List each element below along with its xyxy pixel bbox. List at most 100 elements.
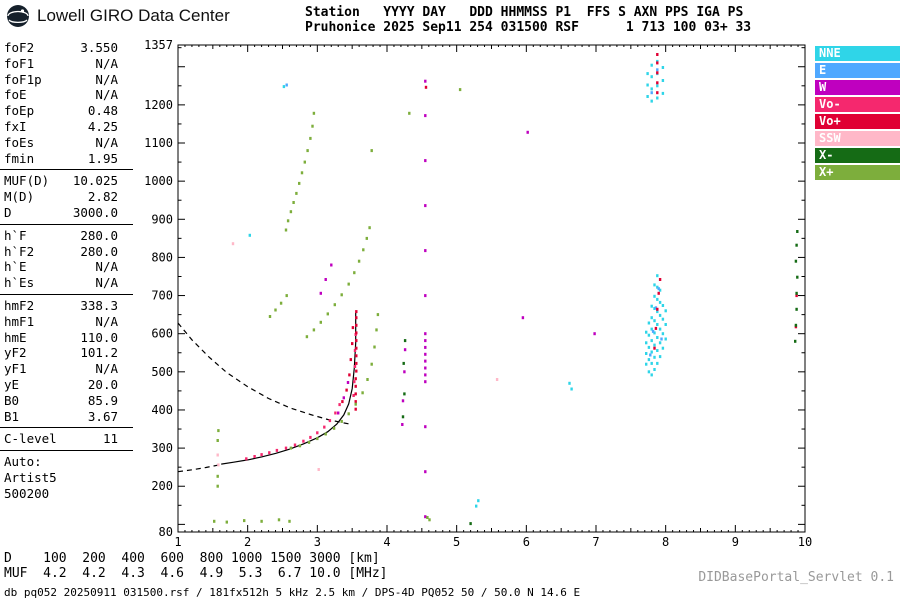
readout-value: 20.0 — [87, 376, 118, 392]
y-axis-labels: 80 200 300 400 500 600 700 800 900 1000 1100 1200 13… — [144, 38, 173, 539]
readout-label: h`F2 — [4, 243, 35, 259]
legend-vo: Vo- — [815, 97, 900, 112]
readout-label: foF1p — [4, 71, 42, 87]
legend-e: E — [815, 63, 900, 78]
readout-row-foep: foEp 0.48 — [0, 103, 118, 119]
readout-value: 10.025 — [72, 173, 118, 189]
readout-label: D — [4, 204, 12, 220]
legend-vo: Vo+ — [815, 114, 900, 129]
readout-label: C-level — [4, 431, 57, 447]
readout-value: 3.550 — [80, 40, 118, 55]
divider — [0, 223, 133, 225]
readout-value: 110.0 — [80, 329, 118, 345]
readout-panel: foF2 3.550 foF1 N/A foF1p N/A foE N/A foEp 0.48 fx… — [0, 40, 133, 502]
readout-row-hmf1: hmF1 N/A — [0, 314, 118, 330]
readout-label: yF2 — [4, 345, 27, 361]
readout-row-hes: h`Es N/A — [0, 275, 118, 291]
station-header-columns: Station YYYY DAY DDD HHMMSS P1 FFS S AXN… — [305, 5, 744, 20]
o-trace-fit-line — [221, 312, 357, 465]
readout-row-mufd: MUF(D) 10.025 — [0, 173, 118, 189]
readout-row-fmin: fmin 1.95 — [0, 151, 118, 167]
readout-value: 101.2 — [80, 345, 118, 361]
readout-label: B0 — [4, 392, 20, 408]
readout-row-hme: hmE 110.0 — [0, 330, 118, 346]
svg-text:10: 10 — [798, 535, 812, 549]
readout-value: 11 — [102, 431, 118, 447]
series-x — [213, 88, 462, 524]
series-vo — [341, 53, 798, 411]
readout-value: 4.25 — [87, 118, 118, 134]
legend-x: X- — [815, 148, 900, 163]
readout-value: 338.3 — [80, 297, 118, 313]
readout-row-b0: B0 85.9 — [0, 393, 118, 409]
readout-value: 85.9 — [87, 392, 118, 408]
readout-label: foEs — [4, 134, 35, 150]
svg-text:3: 3 — [314, 535, 321, 549]
readout-label: foF2 — [4, 40, 35, 55]
svg-text:6: 6 — [523, 535, 530, 549]
distance-row: D 100 200 400 600 800 1000 1500 3000 [km… — [4, 551, 380, 566]
plot-frame — [177, 44, 806, 533]
readout-label: foEp — [4, 103, 35, 119]
divider — [0, 450, 133, 452]
readout-row-hmf2: hmF2 338.3 — [0, 298, 118, 314]
series-x — [401, 230, 799, 526]
readout-value: N/A — [95, 71, 118, 87]
giro-logo-icon — [7, 5, 29, 27]
app-title: Lowell GIRO Data Center — [37, 6, 230, 25]
svg-text:1357: 1357 — [144, 38, 173, 52]
readout-label: 500200 — [4, 485, 50, 501]
svg-text:1100: 1100 — [144, 136, 173, 150]
svg-text:80: 80 — [159, 525, 173, 539]
readout-row-md: M(D) 2.82 — [0, 189, 118, 205]
divider — [0, 427, 133, 429]
legend-w: W — [815, 80, 900, 95]
series-ssw — [216, 242, 499, 471]
svg-text:300: 300 — [151, 441, 173, 455]
readout-row-auto: Auto: — [0, 454, 118, 470]
svg-text:700: 700 — [151, 289, 173, 303]
readout-label: B1 — [4, 408, 20, 424]
svg-text:400: 400 — [151, 403, 173, 417]
readout-value: N/A — [95, 259, 118, 275]
readout-row-fof1p: foF1p N/A — [0, 72, 118, 88]
readout-row-yf1: yF1 N/A — [0, 361, 118, 377]
readout-row-fof2: foF2 3.550 — [0, 40, 118, 56]
app-header: Lowell GIRO Data Center — [6, 4, 230, 28]
readout-label: hmE — [4, 329, 27, 345]
readout-row-500200: 500200 — [0, 486, 118, 502]
svg-text:4: 4 — [383, 535, 390, 549]
readout-label: Auto: — [4, 454, 42, 470]
readout-label: foE — [4, 87, 27, 103]
readout-row-d: D 3000.0 — [0, 205, 118, 221]
readout-value: N/A — [95, 87, 118, 103]
readout-row-foes: foEs N/A — [0, 135, 118, 151]
readout-label: foF1 — [4, 55, 35, 71]
axis-ticks — [177, 45, 806, 532]
readout-value: N/A — [95, 361, 118, 377]
readout-row-artist5: Artist5 — [0, 470, 118, 486]
readout-label: h`Es — [4, 275, 35, 291]
svg-text:900: 900 — [151, 212, 173, 226]
readout-label: yE — [4, 376, 20, 392]
readout-value: N/A — [95, 313, 118, 329]
legend-nne: NNE — [815, 46, 900, 61]
readout-label: fmin — [4, 150, 35, 166]
svg-text:1000: 1000 — [144, 174, 173, 188]
series-w — [319, 79, 596, 519]
readout-value: N/A — [95, 134, 118, 150]
readout-label: Artist5 — [4, 469, 57, 485]
readout-label: yF1 — [4, 361, 27, 377]
readout-row-ye: yE 20.0 — [0, 377, 118, 393]
svg-text:500: 500 — [151, 365, 173, 379]
svg-text:600: 600 — [151, 327, 173, 341]
readout-row-b1: B1 3.67 — [0, 409, 118, 425]
svg-text:5: 5 — [453, 535, 460, 549]
readout-label: hmF1 — [4, 313, 35, 329]
readout-value: 0.48 — [87, 103, 118, 119]
svg-text:1200: 1200 — [144, 98, 173, 112]
readout-label: h`E — [4, 259, 27, 275]
file-info: db pq052 20250911 031500.rsf / 181fx512h… — [4, 586, 581, 599]
readout-value: N/A — [95, 275, 118, 291]
